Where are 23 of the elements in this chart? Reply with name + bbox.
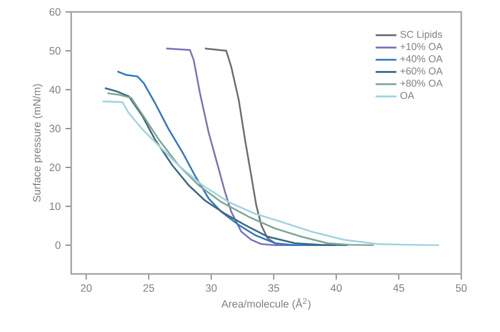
legend-label: +60% OA xyxy=(400,68,443,75)
legend-label: OA xyxy=(400,92,414,100)
y-tick-label: 40 xyxy=(49,86,60,94)
x-tick-label: 35 xyxy=(268,284,280,292)
y-axis-title: Surface pressure (mN/m) xyxy=(32,84,43,202)
x-tick-label: 25 xyxy=(143,284,154,292)
x-tick-label: 40 xyxy=(330,284,342,292)
legend-label: +80% OA xyxy=(400,80,443,87)
y-tick-label: 0 xyxy=(55,242,60,250)
y-tick-label: 30 xyxy=(49,125,60,133)
y-tick-label: 50 xyxy=(49,47,60,55)
y-tick-label: 60 xyxy=(50,8,60,16)
x-tick-label: 50 xyxy=(456,284,467,292)
legend-label: +10% OA xyxy=(400,43,443,50)
y-tick-label: 10 xyxy=(50,202,60,210)
legend-label: SC Lipids xyxy=(400,30,442,40)
x-axis-title: Area/molecule (Å$^{2}$) xyxy=(221,298,310,310)
line-series xyxy=(102,100,440,246)
legend-label: +40% OA xyxy=(400,56,443,63)
x-tick-label: 45 xyxy=(393,284,404,292)
y-tick-label: 20 xyxy=(50,164,60,172)
x-tick-label: 20 xyxy=(80,284,92,292)
x-tick-label: 30 xyxy=(206,284,217,292)
